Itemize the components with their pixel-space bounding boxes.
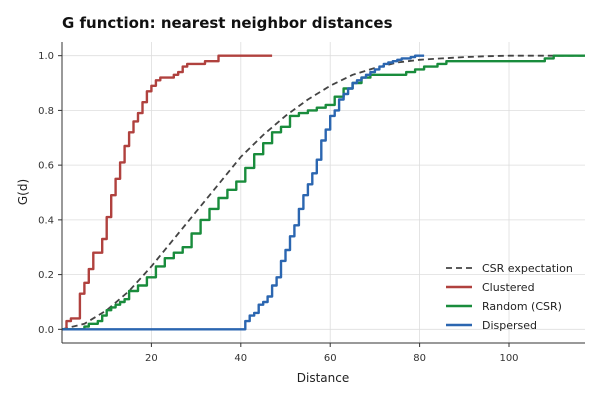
grid [62,42,585,343]
y-tick-label: 1.0 [38,51,54,62]
x-axis-ticks: 20 40 60 80 100 [145,343,519,364]
x-axis-label: Distance [297,371,349,385]
legend-label-3: Dispersed [482,319,537,332]
y-tick-label: 0.0 [38,325,54,336]
series-line-1 [62,54,273,331]
y-tick-label: 0.8 [38,106,54,117]
legend-label-2: Random (CSR) [482,300,562,313]
y-axis-ticks: 0.0 0.2 0.4 0.6 0.8 1.0 [38,51,62,336]
series-line-3 [62,54,425,331]
y-axis-label: G(d) [16,179,30,205]
x-tick-label: 20 [145,353,158,364]
plot-area [61,54,585,331]
legend: CSR expectation Clustered Random (CSR) Disp… [446,262,573,332]
x-tick-label: 80 [413,353,426,364]
legend-label-0: CSR expectation [482,262,573,275]
x-tick-label: 60 [324,353,337,364]
y-tick-label: 0.4 [38,215,54,226]
legend-label-1: Clustered [482,281,535,294]
x-tick-label: 100 [499,353,518,364]
series-line-0 [61,54,585,331]
chart-title: G function: nearest neighbor distances [62,14,393,32]
y-tick-label: 0.6 [38,161,54,172]
series-line-2 [62,54,585,331]
y-tick-label: 0.2 [38,270,54,281]
x-tick-label: 40 [234,353,247,364]
